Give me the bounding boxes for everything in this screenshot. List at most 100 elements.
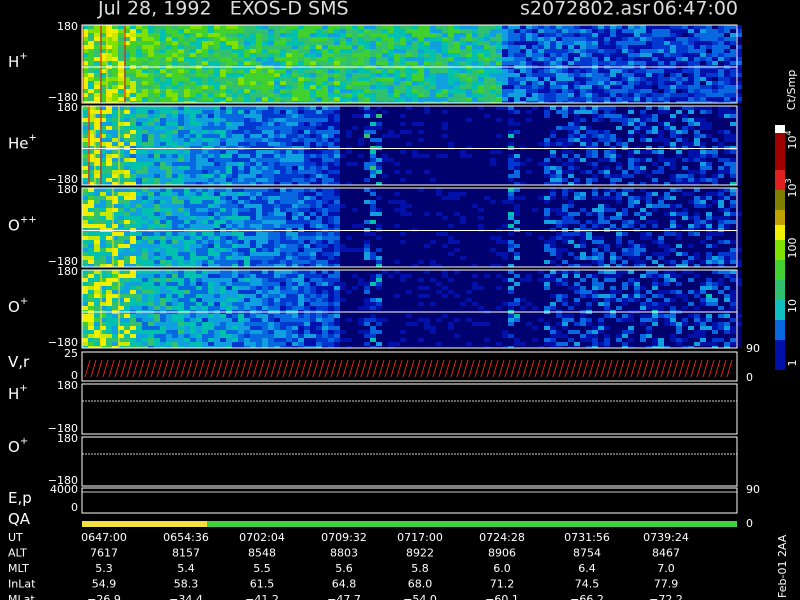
spectrogram-cell [370,138,376,142]
spectrogram-cell [562,73,568,77]
spectrogram-cell [280,81,286,85]
spectrogram-cell [226,178,232,182]
spectrogram-cell [136,216,142,220]
spectrogram-cell [520,97,526,101]
spectrogram-cell [556,110,562,114]
spectrogram-cell [724,162,730,166]
spectrogram-cell [88,57,94,61]
spectrogram-cell [724,114,730,118]
spectrogram-cell [670,182,676,185]
spectrogram-cell [166,114,172,118]
spectrogram-cell [118,200,124,204]
spectrogram-cell [430,29,436,33]
spectrogram-cell [586,69,592,73]
spectrogram-cell [688,37,694,41]
spectrogram-cell [106,142,112,146]
spectrogram-cell [514,118,520,122]
spectrogram-cell [490,93,496,97]
spectrogram-cell [106,260,112,264]
spectrogram-cell [580,93,586,97]
spectrogram-cell [424,49,430,53]
spectrogram-cell [580,154,586,158]
spectrogram-cell [334,182,340,185]
spectrogram-cell [232,212,238,216]
spectrogram-cell [226,182,232,185]
spectrogram-cell [352,134,358,138]
spectrogram-cell [472,77,478,81]
spectrogram-cell [250,110,256,114]
spectrogram-cell [460,69,466,73]
spectrogram-cell [88,73,94,77]
spectrogram-cell [598,114,604,118]
spectrogram-cell [718,41,724,45]
spectrogram-cell [94,61,100,65]
spectrogram-cell [184,182,190,185]
spectrogram-cell [436,49,442,53]
spectrogram-cell [130,178,136,182]
spectrogram-cell [220,41,226,45]
spectrogram-cell [664,142,670,146]
spectrogram-cell [142,244,148,248]
spectrogram-cell [310,25,316,29]
spectrogram-cell [448,182,454,185]
spectrogram-cell [244,178,250,182]
spectrogram-cell [628,85,634,89]
spectrogram-cell [118,118,124,122]
spectrogram-cell [298,114,304,118]
spectrogram-cell [100,236,106,240]
spectrogram-cell [298,53,304,57]
spectrogram-cell [538,25,544,29]
spectrogram-cell [130,138,136,142]
spectrogram-cell [82,41,88,45]
spectrogram-cell [148,130,154,134]
spectrogram-cell [316,162,322,166]
spectrogram-cell [382,158,388,162]
spectrogram-cell [388,89,394,93]
spectrogram-cell [268,138,274,142]
spectrogram-cell [382,122,388,126]
spectrogram-cell [322,93,328,97]
spectrogram-cell [568,174,574,178]
spectrogram-cell [190,45,196,49]
spectrogram-cell [184,57,190,61]
spectrogram-cell [262,122,268,126]
spectrogram-cell [544,45,550,49]
spectrogram-cell [190,29,196,33]
spectrogram-cell [100,264,106,267]
spectrogram-cell [220,150,226,154]
spectrogram-cell [202,77,208,81]
spectrogram-cell [226,101,232,103]
spectrogram-cell [430,138,436,142]
spectrogram-cell [388,154,394,158]
spectrogram-cell [670,130,676,134]
spectrogram-cell [550,122,556,126]
spectrogram-cell [274,77,280,81]
spectrogram-cell [178,154,184,158]
spectrogram-cell [214,101,220,103]
spectrogram-cell [424,142,430,146]
spectrogram-cell [574,49,580,53]
spectrogram-cell [202,81,208,85]
spectrogram-cell [658,29,664,33]
spectrogram-cell [550,130,556,134]
spectrogram-cell [250,196,256,200]
spectrogram-cell [436,110,442,114]
spectrogram-cell [208,170,214,174]
spectrogram-cell [172,73,178,77]
spectrogram-cell [610,41,616,45]
spectrogram-cell [562,97,568,101]
spectrogram-cell [604,114,610,118]
spectrogram-cell [580,73,586,77]
spectrogram-cell [172,264,178,267]
spectrogram-cell [610,73,616,77]
spectrogram-cell [292,170,298,174]
spectrogram-cell [226,216,232,220]
spectrogram-cell [550,85,556,89]
spectrogram-cell [376,69,382,73]
spectrogram-cell [478,142,484,146]
spectrogram-cell [94,37,100,41]
spectrogram-cell [166,178,172,182]
spectrogram-cell [700,49,706,53]
spectrogram-cell [730,142,736,146]
spectrogram-cell [214,248,220,252]
